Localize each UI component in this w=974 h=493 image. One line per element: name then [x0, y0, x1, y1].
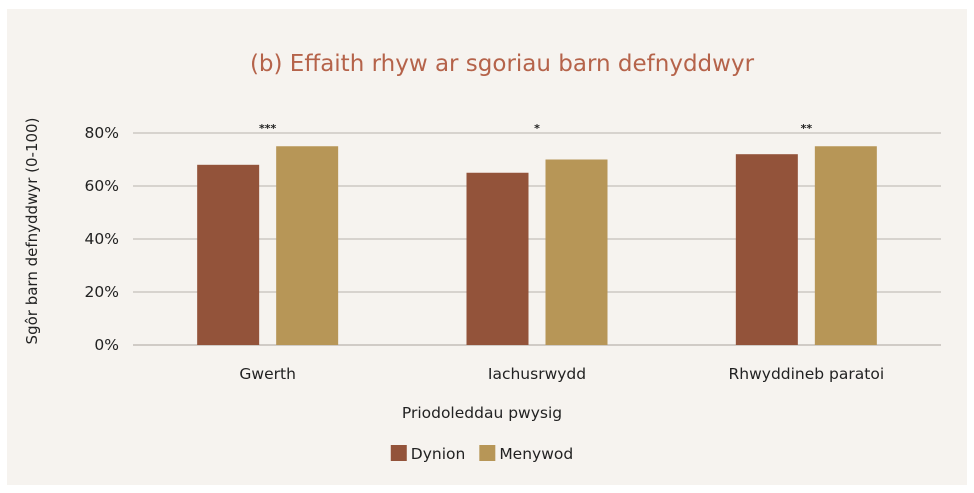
y-tick-label: 0% — [94, 336, 119, 354]
x-tick-label: Gwerth — [239, 365, 296, 383]
bar-dynion — [735, 154, 798, 345]
bars — [197, 146, 877, 345]
significance-label: *** — [259, 122, 277, 135]
x-tick-label: Rhwyddineb paratoi — [729, 365, 885, 383]
y-tick-label: 20% — [85, 283, 119, 301]
legend-label: Dynion — [411, 445, 466, 463]
significance-label: ** — [801, 122, 813, 135]
legend: Dynion Menywod — [390, 445, 573, 463]
significance-markers: *** * ** — [259, 122, 812, 135]
chart-title: (b) Effaith rhyw ar sgoriau barn defnydd… — [250, 51, 755, 77]
significance-label: * — [534, 122, 540, 135]
y-tick-labels: 0% 20% 40% 60% 80% — [85, 124, 119, 354]
grid-lines — [133, 132, 941, 346]
bar-menywod — [276, 146, 339, 345]
y-tick-label: 60% — [85, 177, 119, 195]
bar-dynion — [197, 164, 260, 345]
bar-menywod — [814, 146, 877, 345]
y-axis-label: Sgôr barn defnyddwyr (0-100) — [23, 118, 41, 345]
bar-menywod — [545, 159, 608, 345]
legend-swatch — [390, 445, 407, 461]
y-tick-label: 80% — [85, 124, 119, 142]
chart-panel: (b) Effaith rhyw ar sgoriau barn defnydd… — [7, 9, 967, 485]
bar-dynion — [466, 172, 529, 345]
x-axis-label: Priodoleddau pwysig — [402, 404, 562, 422]
bar-chart: (b) Effaith rhyw ar sgoriau barn defnydd… — [23, 51, 941, 463]
legend-swatch — [479, 445, 496, 461]
x-tick-labels: Gwerth Iachusrwydd Rhwyddineb paratoi — [239, 365, 884, 383]
legend-label: Menywod — [499, 445, 573, 463]
x-tick-label: Iachusrwydd — [488, 365, 586, 383]
y-tick-label: 40% — [85, 230, 119, 248]
